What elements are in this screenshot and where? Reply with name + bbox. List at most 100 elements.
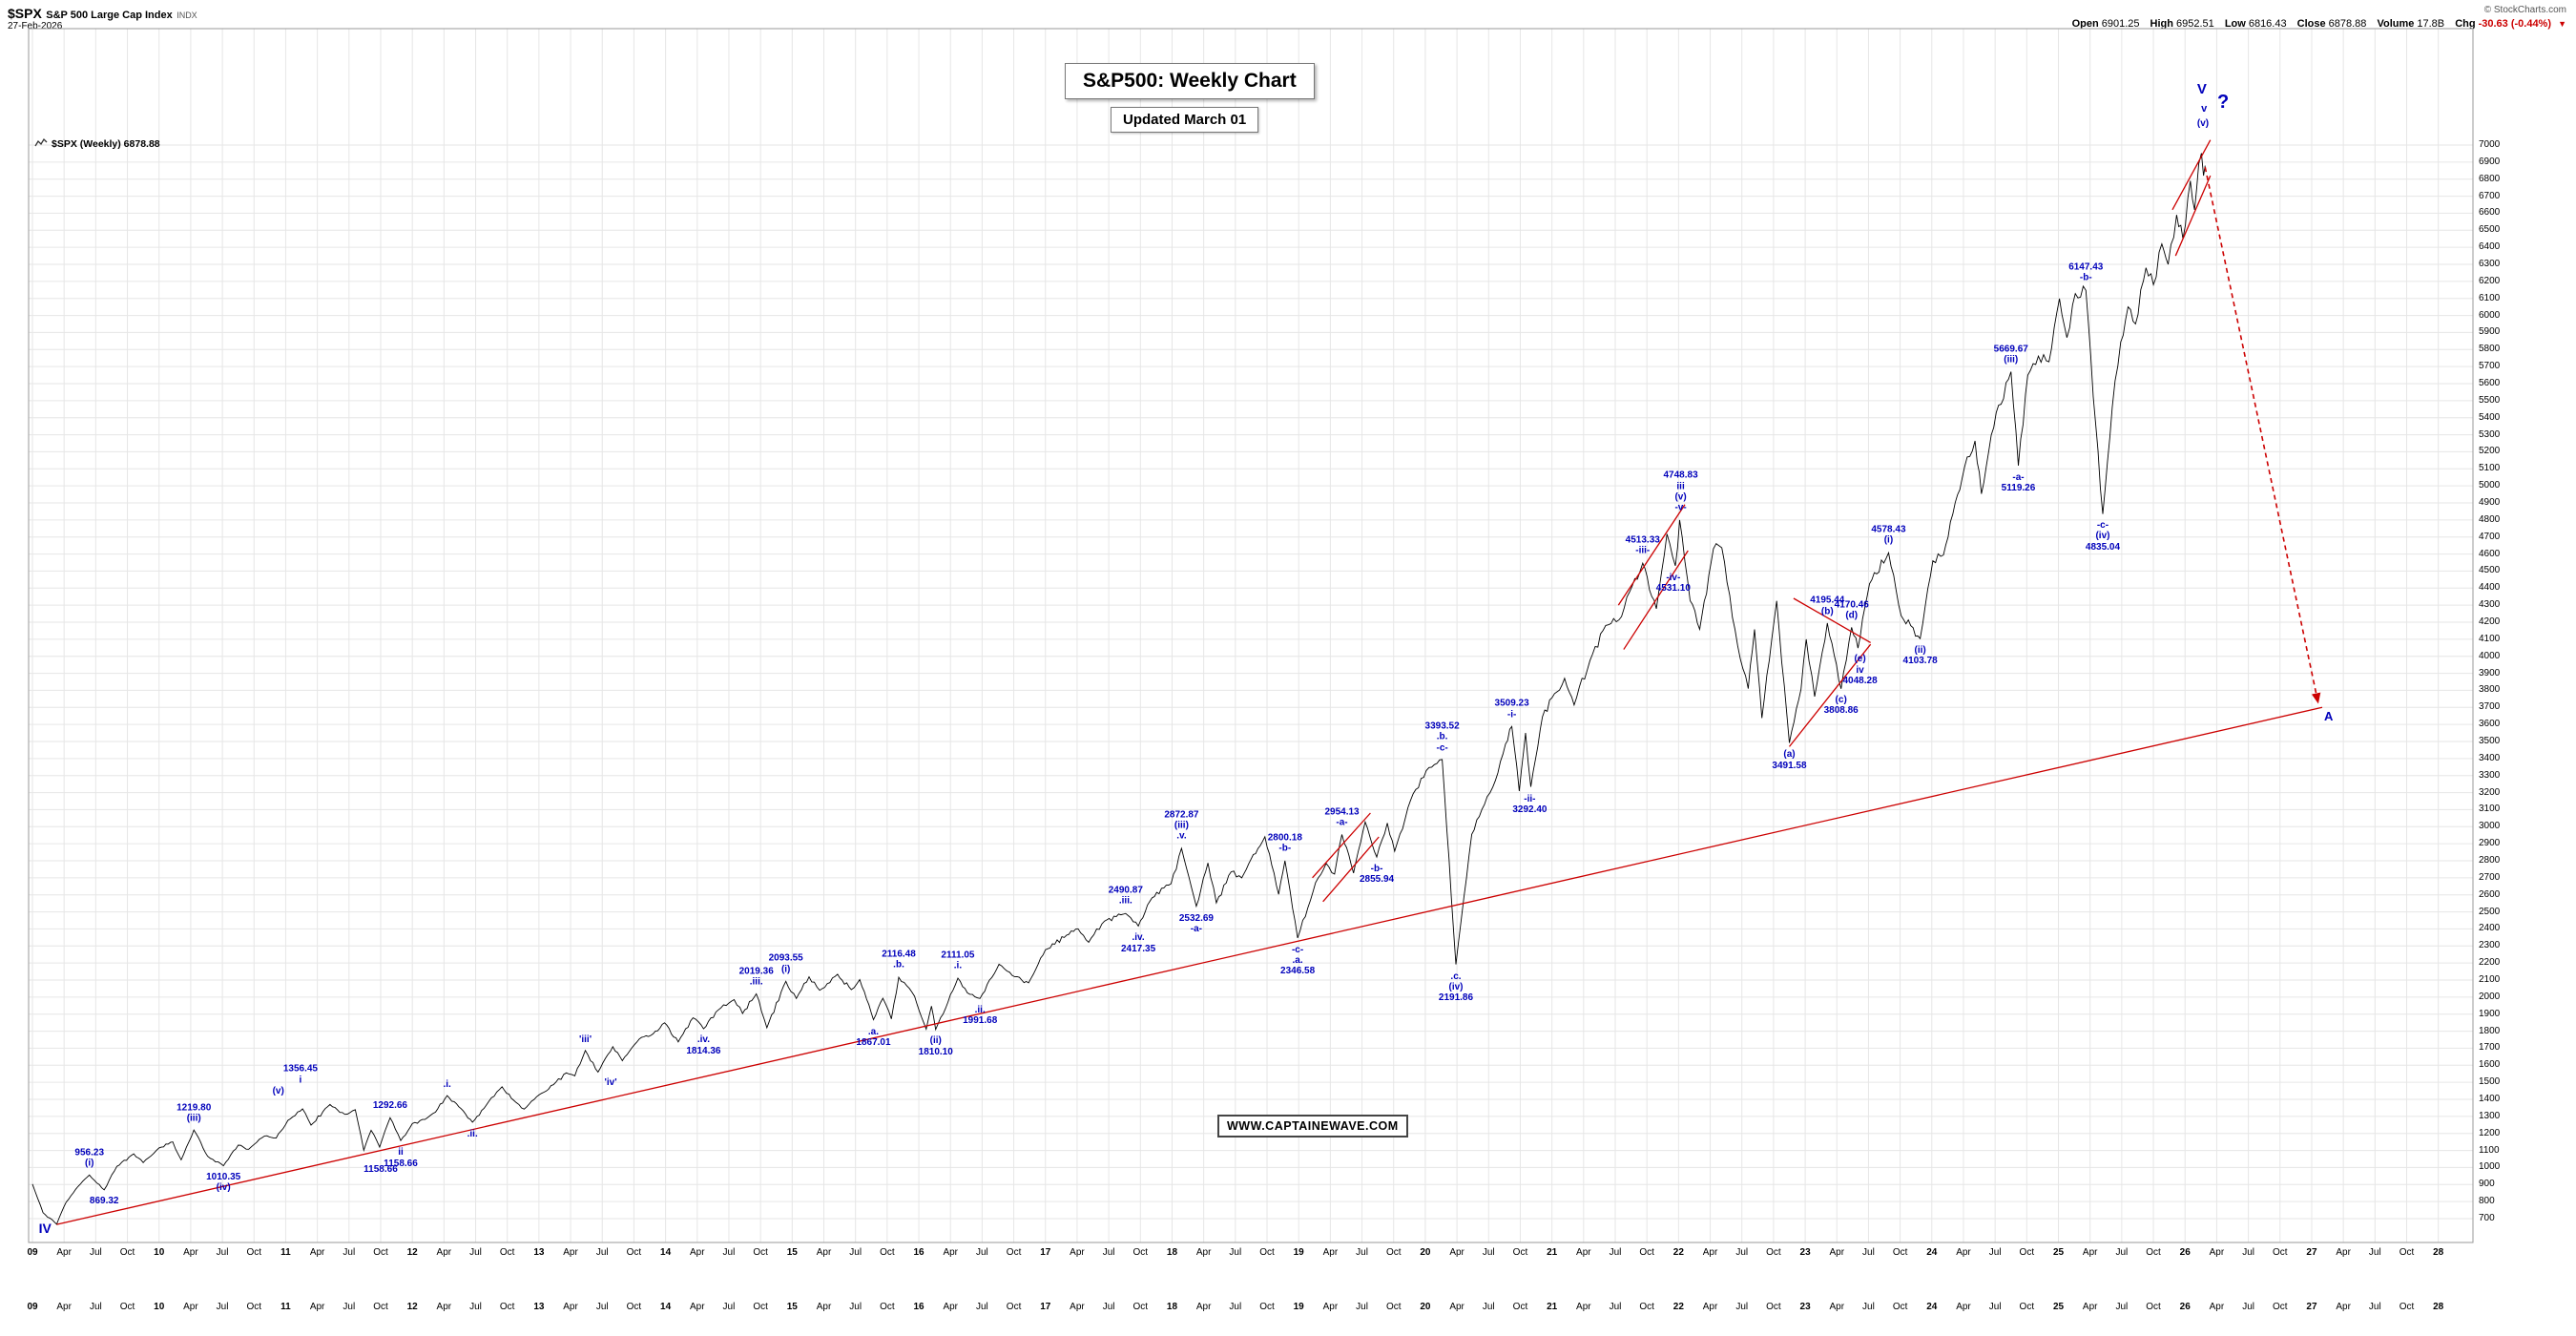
x-axis-label: Oct [373,1302,388,1312]
x-axis-label: Oct [1006,1302,1022,1312]
volume-value: 17.8B [2417,18,2445,30]
x-axis-label: Jul [1735,1302,1749,1312]
high-label: High [2150,18,2173,30]
y-axis-label: 1900 [2479,1008,2501,1019]
symbol-header: $SPX S&P 500 Large Cap Index INDX [8,6,197,23]
y-axis-label: 1600 [2479,1059,2501,1071]
symbol-description: S&P 500 Large Cap Index [46,10,173,21]
y-axis-label: 1500 [2479,1076,2501,1088]
x-axis-label: 27 [2306,1247,2317,1258]
x-axis-label: 10 [154,1247,165,1258]
red-trendline [1623,550,1689,650]
y-axis-label: 3500 [2479,736,2501,746]
x-axis-label: Apr [436,1247,452,1258]
wave-label: 2093.55 (i) [768,952,803,975]
wave-label: 6147.43 -b- [2068,261,2104,284]
wave-label: -c- (iv) 4835.04 [2085,520,2121,553]
y-axis-label: 3600 [2479,719,2501,730]
y-axis-label: 4100 [2479,633,2501,644]
x-axis-label: Apr [1449,1247,1465,1258]
x-axis-label: Apr [183,1302,198,1312]
x-axis-label: Apr [1070,1302,1085,1312]
x-axis-label: Jul [1988,1302,2002,1312]
y-axis-label: 5700 [2479,361,2501,372]
x-axis-label: Jul [1862,1302,1875,1312]
high-value: 6952.51 [2176,18,2214,30]
x-axis-label: Apr [2336,1247,2351,1258]
x-axis-label: Apr [1322,1302,1339,1312]
low-value: 6816.43 [2248,18,2287,30]
y-axis-label: 1400 [2479,1094,2501,1104]
wave-label: 2019.36 .iii. [738,966,774,988]
y-axis-label: 2800 [2479,855,2501,866]
x-axis-label: Apr [1829,1247,1845,1258]
wave-label: 2116.48 .b. [882,949,916,971]
wave-label: 4513.33 -iii- [1625,534,1660,556]
x-axis-label: 16 [913,1302,924,1312]
x-axis-label: Oct [1385,1247,1402,1258]
x-axis-label: Jul [1102,1247,1115,1258]
y-axis-label: 3900 [2479,667,2501,678]
x-axis-label: Apr [689,1247,705,1258]
symbol-exchange: INDX [177,10,197,20]
x-axis-label: Oct [2019,1247,2035,1258]
x-axis-label: Jul [1356,1247,1368,1258]
x-axis-label: Apr [309,1302,325,1312]
y-axis-label: 6200 [2479,275,2501,286]
x-axis-label: 17 [1040,1247,1051,1258]
wave-label: (v) [272,1085,284,1096]
y-axis-label: 6100 [2479,292,2501,303]
x-axis-label: Apr [1070,1247,1085,1258]
x-axis-label: Oct [2146,1247,2161,1258]
x-axis-label: Apr [1576,1302,1591,1312]
x-axis-label: Oct [119,1302,135,1312]
x-axis-label: Oct [880,1302,895,1312]
wave-label: (c) 3808.86 [1823,695,1859,717]
wave-label: 'iv' [604,1077,617,1089]
chg-down-triangle-icon: ▼ [2558,19,2566,29]
x-axis-label: 16 [913,1247,924,1258]
x-axis-label: Oct [2272,1247,2288,1258]
x-axis-label: Jul [1482,1247,1495,1258]
wave-label: .iv. 1814.36 [686,1034,721,1056]
chart-legend[interactable]: $SPX (Weekly) 6878.88 [34,137,160,150]
y-axis-label: 3800 [2479,684,2501,696]
wave-label: 5669.67 (iii) [1993,344,2028,365]
x-axis-label: Jul [1988,1247,2002,1258]
y-axis-label: 2300 [2479,940,2501,951]
x-axis-label: Jul [2242,1302,2254,1312]
y-axis-label: 5900 [2479,326,2501,338]
x-axis-label: Apr [2209,1302,2225,1312]
x-axis-label: Oct [1385,1302,1402,1312]
red-trendline [56,706,2323,1225]
wave-label: (a) 3491.58 [1772,749,1807,771]
x-axis-label: 09 [27,1302,38,1312]
x-axis-label: Apr [183,1247,198,1258]
x-axis-label: Oct [1512,1247,1528,1258]
x-axis-label: Apr [2209,1247,2225,1258]
x-axis-label: 20 [1420,1302,1431,1312]
wave-label: (ii) 1810.10 [918,1035,953,1057]
y-axis-label: 4800 [2479,513,2501,525]
x-axis-label: Apr [436,1302,452,1312]
x-axis-label: Jul [89,1247,102,1258]
wave-label: V [2196,81,2207,97]
x-axis-label: Oct [1639,1247,1654,1258]
y-axis-label: 5000 [2479,480,2501,491]
x-axis-label: 11 [280,1247,291,1258]
x-axis-label: Jul [595,1302,609,1312]
y-axis-label: 4600 [2479,548,2501,559]
x-axis-label: 28 [2433,1302,2444,1312]
wave-label: -a- 5119.26 [2001,472,2036,494]
y-axis-label: 5500 [2479,394,2501,406]
wave-label: -b- 2855.94 [1359,864,1395,886]
wave-label: 2532.69 -a- [1178,912,1214,934]
wave-label: v [2201,103,2208,115]
chart-subtitle: Updated March 01 [1111,107,1259,133]
x-axis-label: Oct [626,1302,642,1312]
x-axis-label: Apr [1195,1247,1212,1258]
quote-summary: Open 6901.25 High 6952.51 Low 6816.43 Close… [2065,18,2566,30]
x-axis-label: 26 [2179,1302,2191,1312]
x-axis-label: 26 [2179,1247,2191,1258]
x-axis-label: 13 [533,1247,545,1258]
